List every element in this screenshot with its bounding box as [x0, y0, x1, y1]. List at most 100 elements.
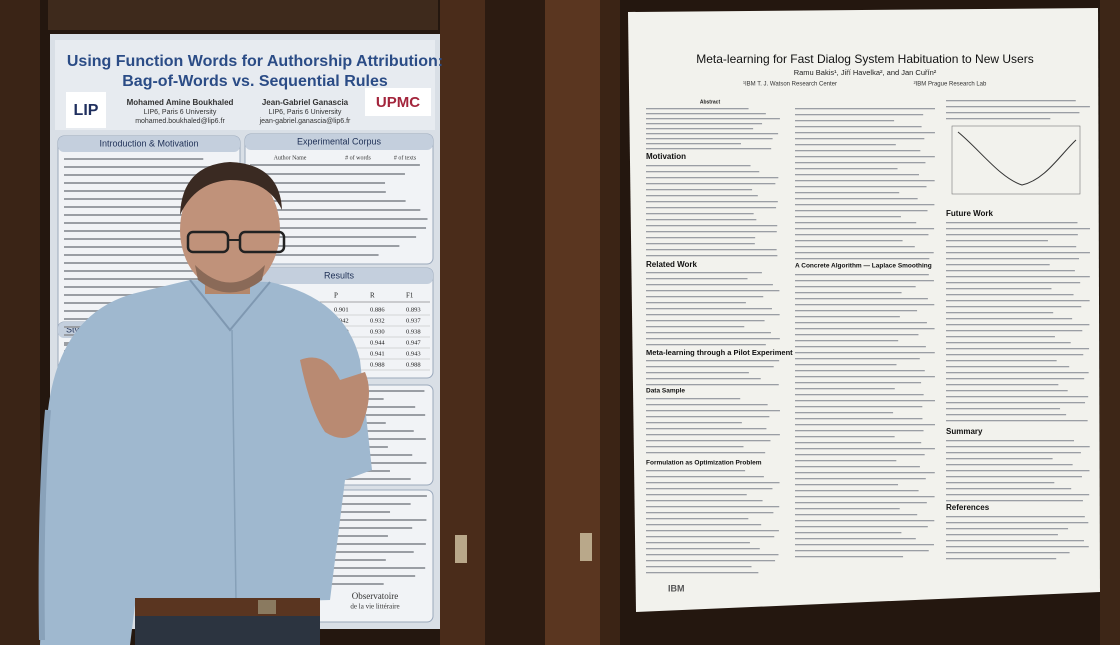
logo-box [365, 88, 431, 116]
affiliation: ²IBM Prague Research Lab [914, 82, 987, 88]
text-line [795, 394, 924, 396]
logo: LIP [74, 102, 99, 119]
text-line [946, 330, 1083, 332]
text-line [946, 558, 1057, 560]
frame-edge [600, 0, 620, 645]
text-line [946, 446, 1090, 448]
text-line [646, 506, 780, 508]
footer-logo: Observatoire [352, 591, 398, 601]
text-line [646, 416, 770, 418]
text-line [795, 340, 899, 342]
author-affiliation: LIP6, Paris 6 University [144, 109, 217, 116]
collar [189, 279, 271, 332]
text-line [795, 186, 927, 188]
text-line [795, 400, 935, 402]
logo-box [66, 92, 106, 128]
text-line [646, 542, 750, 544]
figure-curve [957, 131, 1077, 186]
text-line [946, 228, 1090, 230]
text-line [646, 302, 746, 304]
text-line [646, 440, 771, 442]
text-line [946, 112, 1080, 114]
text-line [946, 482, 1055, 484]
text-line [795, 246, 915, 248]
text-line [64, 222, 234, 224]
text-line [646, 255, 778, 257]
section-header [245, 268, 433, 284]
text-line [946, 540, 1084, 542]
text-line [795, 240, 903, 242]
text-line [795, 508, 900, 510]
text-line [946, 366, 1070, 368]
text-line [646, 128, 754, 130]
text-line [646, 320, 765, 322]
text-line [946, 378, 1085, 380]
text-line [64, 206, 208, 208]
text-line [795, 406, 923, 408]
text-line [946, 414, 1067, 416]
text-line [64, 238, 208, 240]
text-line [946, 336, 1055, 338]
table-cell: 0.941 [370, 350, 385, 357]
text-line [946, 318, 1073, 320]
text-line [250, 236, 417, 238]
table-cell: 0.988 [370, 361, 385, 368]
text-line [646, 213, 754, 215]
text-line [795, 216, 901, 218]
author-affiliation: LIP6, Paris 6 University [269, 109, 342, 116]
table-cell: 0.938 [406, 328, 421, 335]
text-line [646, 452, 766, 454]
text-line [646, 249, 777, 251]
text-line [946, 476, 1082, 478]
text-line [946, 222, 1078, 224]
text-line [646, 372, 749, 374]
text-line [250, 209, 421, 211]
text-line [646, 384, 779, 386]
text-line [946, 546, 1089, 548]
text-line [64, 198, 234, 200]
text-line [64, 270, 234, 272]
text-line [795, 252, 934, 254]
text-line [946, 488, 1072, 490]
text-line [946, 282, 1081, 284]
text-line [795, 532, 902, 534]
text-line [946, 458, 1053, 460]
text-line [64, 214, 210, 216]
text-line [250, 173, 405, 175]
text-line [946, 264, 1050, 266]
text-line [795, 526, 928, 528]
text-line [250, 254, 379, 256]
text-line [946, 234, 1078, 236]
text-line [646, 123, 763, 125]
author-name: Jean-Gabriel Ganascia [262, 98, 349, 107]
text-line [250, 245, 400, 247]
text-line [795, 460, 897, 462]
heading: Related Work [646, 260, 698, 269]
text-line [946, 534, 1058, 536]
text-line [646, 272, 762, 274]
poster-title: Using Function Words for Authorship Attr… [67, 53, 443, 70]
text-line [795, 388, 895, 390]
author-email: jean-gabriel.ganascia@lip6.fr [259, 118, 351, 125]
text-line [946, 342, 1071, 344]
text-line [64, 262, 206, 264]
text-line [795, 258, 930, 260]
shelf [48, 0, 438, 30]
text-line [646, 410, 780, 412]
text-line [946, 528, 1069, 530]
text-line [646, 488, 773, 490]
text-line [795, 520, 935, 522]
text-line [795, 424, 935, 426]
text-line [795, 310, 918, 312]
text-line [795, 150, 921, 152]
poster-title: Bag-of-Words vs. Sequential Rules [122, 73, 388, 90]
author-email: mohamed.boukhaled@lip6.fr [135, 118, 225, 125]
text-line [795, 298, 928, 300]
text-line [795, 448, 935, 450]
section-title: Results [324, 270, 355, 280]
text-line [946, 402, 1086, 404]
poster-title: Meta-learning for Fast Dialog System Hab… [696, 52, 1033, 66]
section-title: Experimental Corpus [297, 136, 382, 146]
text-line [646, 560, 776, 562]
text-line [795, 322, 927, 324]
